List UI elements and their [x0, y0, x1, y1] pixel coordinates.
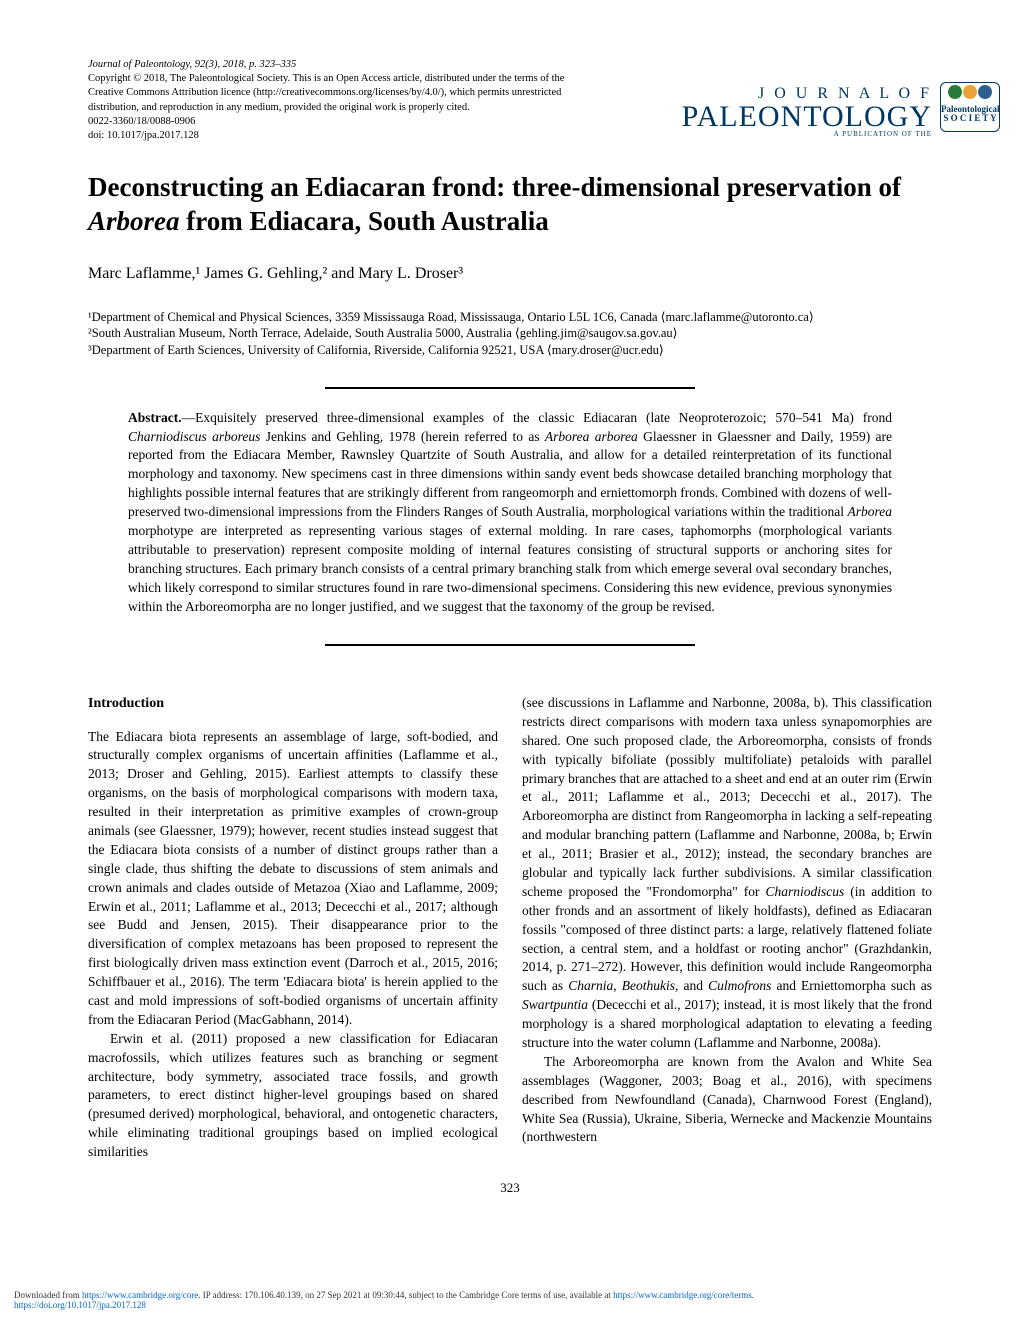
doi-text: doi: 10.1017/jpa.2017.128 — [88, 129, 568, 143]
footer-link3[interactable]: https://doi.org/10.1017/jpa.2017.128 — [14, 1300, 146, 1310]
intro-p1: The Ediacara biota represents an assembl… — [88, 728, 498, 1030]
abstract-italic3: Arborea — [848, 504, 893, 519]
abstract: Abstract.—Exquisitely preserved three-di… — [88, 409, 932, 617]
badge-circle-icon — [948, 85, 962, 99]
divider — [325, 644, 695, 646]
col2-p1-pre: (see discussions in Laflamme and Narbonn… — [522, 695, 932, 899]
badge-circle-icon — [978, 85, 992, 99]
article-title: Deconstructing an Ediacaran frond: three… — [88, 171, 932, 239]
authors: Marc Laflamme,¹ James G. Gehling,² and M… — [88, 265, 932, 283]
footer-pre: Downloaded from — [14, 1290, 82, 1300]
title-post: from Ediacara, South Australia — [180, 206, 549, 236]
footer-mid2: . — [752, 1290, 754, 1300]
abstract-italic2: Arborea arborea — [545, 429, 638, 444]
title-line1: Deconstructing an Ediacaran frond: three… — [88, 172, 901, 202]
intro-p2: Erwin et al. (2011) proposed a new class… — [88, 1030, 498, 1162]
footer: Downloaded from https://www.cambridge.or… — [14, 1290, 754, 1310]
col2-italic4: Culmofrons — [708, 978, 771, 993]
column-right: (see discussions in Laflamme and Narbonn… — [522, 694, 932, 1162]
footer-mid1: . IP address: 170.106.40.139, on 27 Sep … — [198, 1290, 613, 1300]
title-italic: Arborea — [88, 206, 180, 236]
affiliation-1: ¹Department of Chemical and Physical Sci… — [88, 309, 932, 326]
col2-italic2: Charnia — [568, 978, 613, 993]
journal-logo: J O U R N A L O F PALEONTOLOGY A PUBLICA… — [682, 85, 932, 138]
col2-mid4: and Erniettomorpha such as — [771, 978, 932, 993]
abstract-mid3: morphotype are interpreted as representi… — [128, 523, 892, 614]
affiliation-2: ²South Australian Museum, North Terrace,… — [88, 325, 932, 342]
header-metadata: Journal of Paleontology, 92(3), 2018, p.… — [88, 58, 568, 143]
footer-link2[interactable]: https://www.cambridge.org/core/terms — [613, 1290, 752, 1300]
divider — [325, 387, 695, 389]
society-badge: Paleontological S O C I E T Y — [940, 82, 1000, 132]
col2-mid2: , — [613, 978, 622, 993]
copyright-text: Copyright © 2018, The Paleontological So… — [88, 72, 568, 115]
abstract-italic1: Charniodiscus arboreus — [128, 429, 260, 444]
col2-italic1: Charniodiscus — [765, 884, 844, 899]
footer-link1[interactable]: https://www.cambridge.org/core — [82, 1290, 198, 1300]
paleontology-text: PALEONTOLOGY — [682, 103, 932, 130]
col2-mid1: (in addition to other fronds and an asso… — [522, 884, 932, 993]
affiliations: ¹Department of Chemical and Physical Sci… — [88, 309, 932, 360]
abstract-pre: —Exquisitely preserved three-dimensional… — [182, 410, 892, 425]
society-text2: S O C I E T Y — [941, 114, 999, 123]
col2-p1: (see discussions in Laflamme and Narbonn… — [522, 694, 932, 1053]
affiliation-3: ³Department of Earth Sciences, Universit… — [88, 342, 932, 359]
col2-mid3: , and — [675, 978, 708, 993]
badge-circle-icon — [963, 85, 977, 99]
column-left: Introduction The Ediacara biota represen… — [88, 694, 498, 1162]
col2-italic5: Swartpuntia — [522, 997, 588, 1012]
intro-heading: Introduction — [88, 694, 498, 714]
col2-italic3: Beothukis — [622, 978, 675, 993]
body-columns: Introduction The Ediacara biota represen… — [88, 694, 932, 1162]
issn-text: 0022-3360/18/0088-0906 — [88, 115, 568, 129]
col2-p2: The Arboreomorpha are known from the Ava… — [522, 1053, 932, 1147]
abstract-label: Abstract. — [128, 410, 182, 425]
page-number: 323 — [88, 1180, 932, 1196]
abstract-mid1: Jenkins and Gehling, 1978 (herein referr… — [260, 429, 545, 444]
journal-citation: Journal of Paleontology, 92(3), 2018, p.… — [88, 58, 568, 72]
